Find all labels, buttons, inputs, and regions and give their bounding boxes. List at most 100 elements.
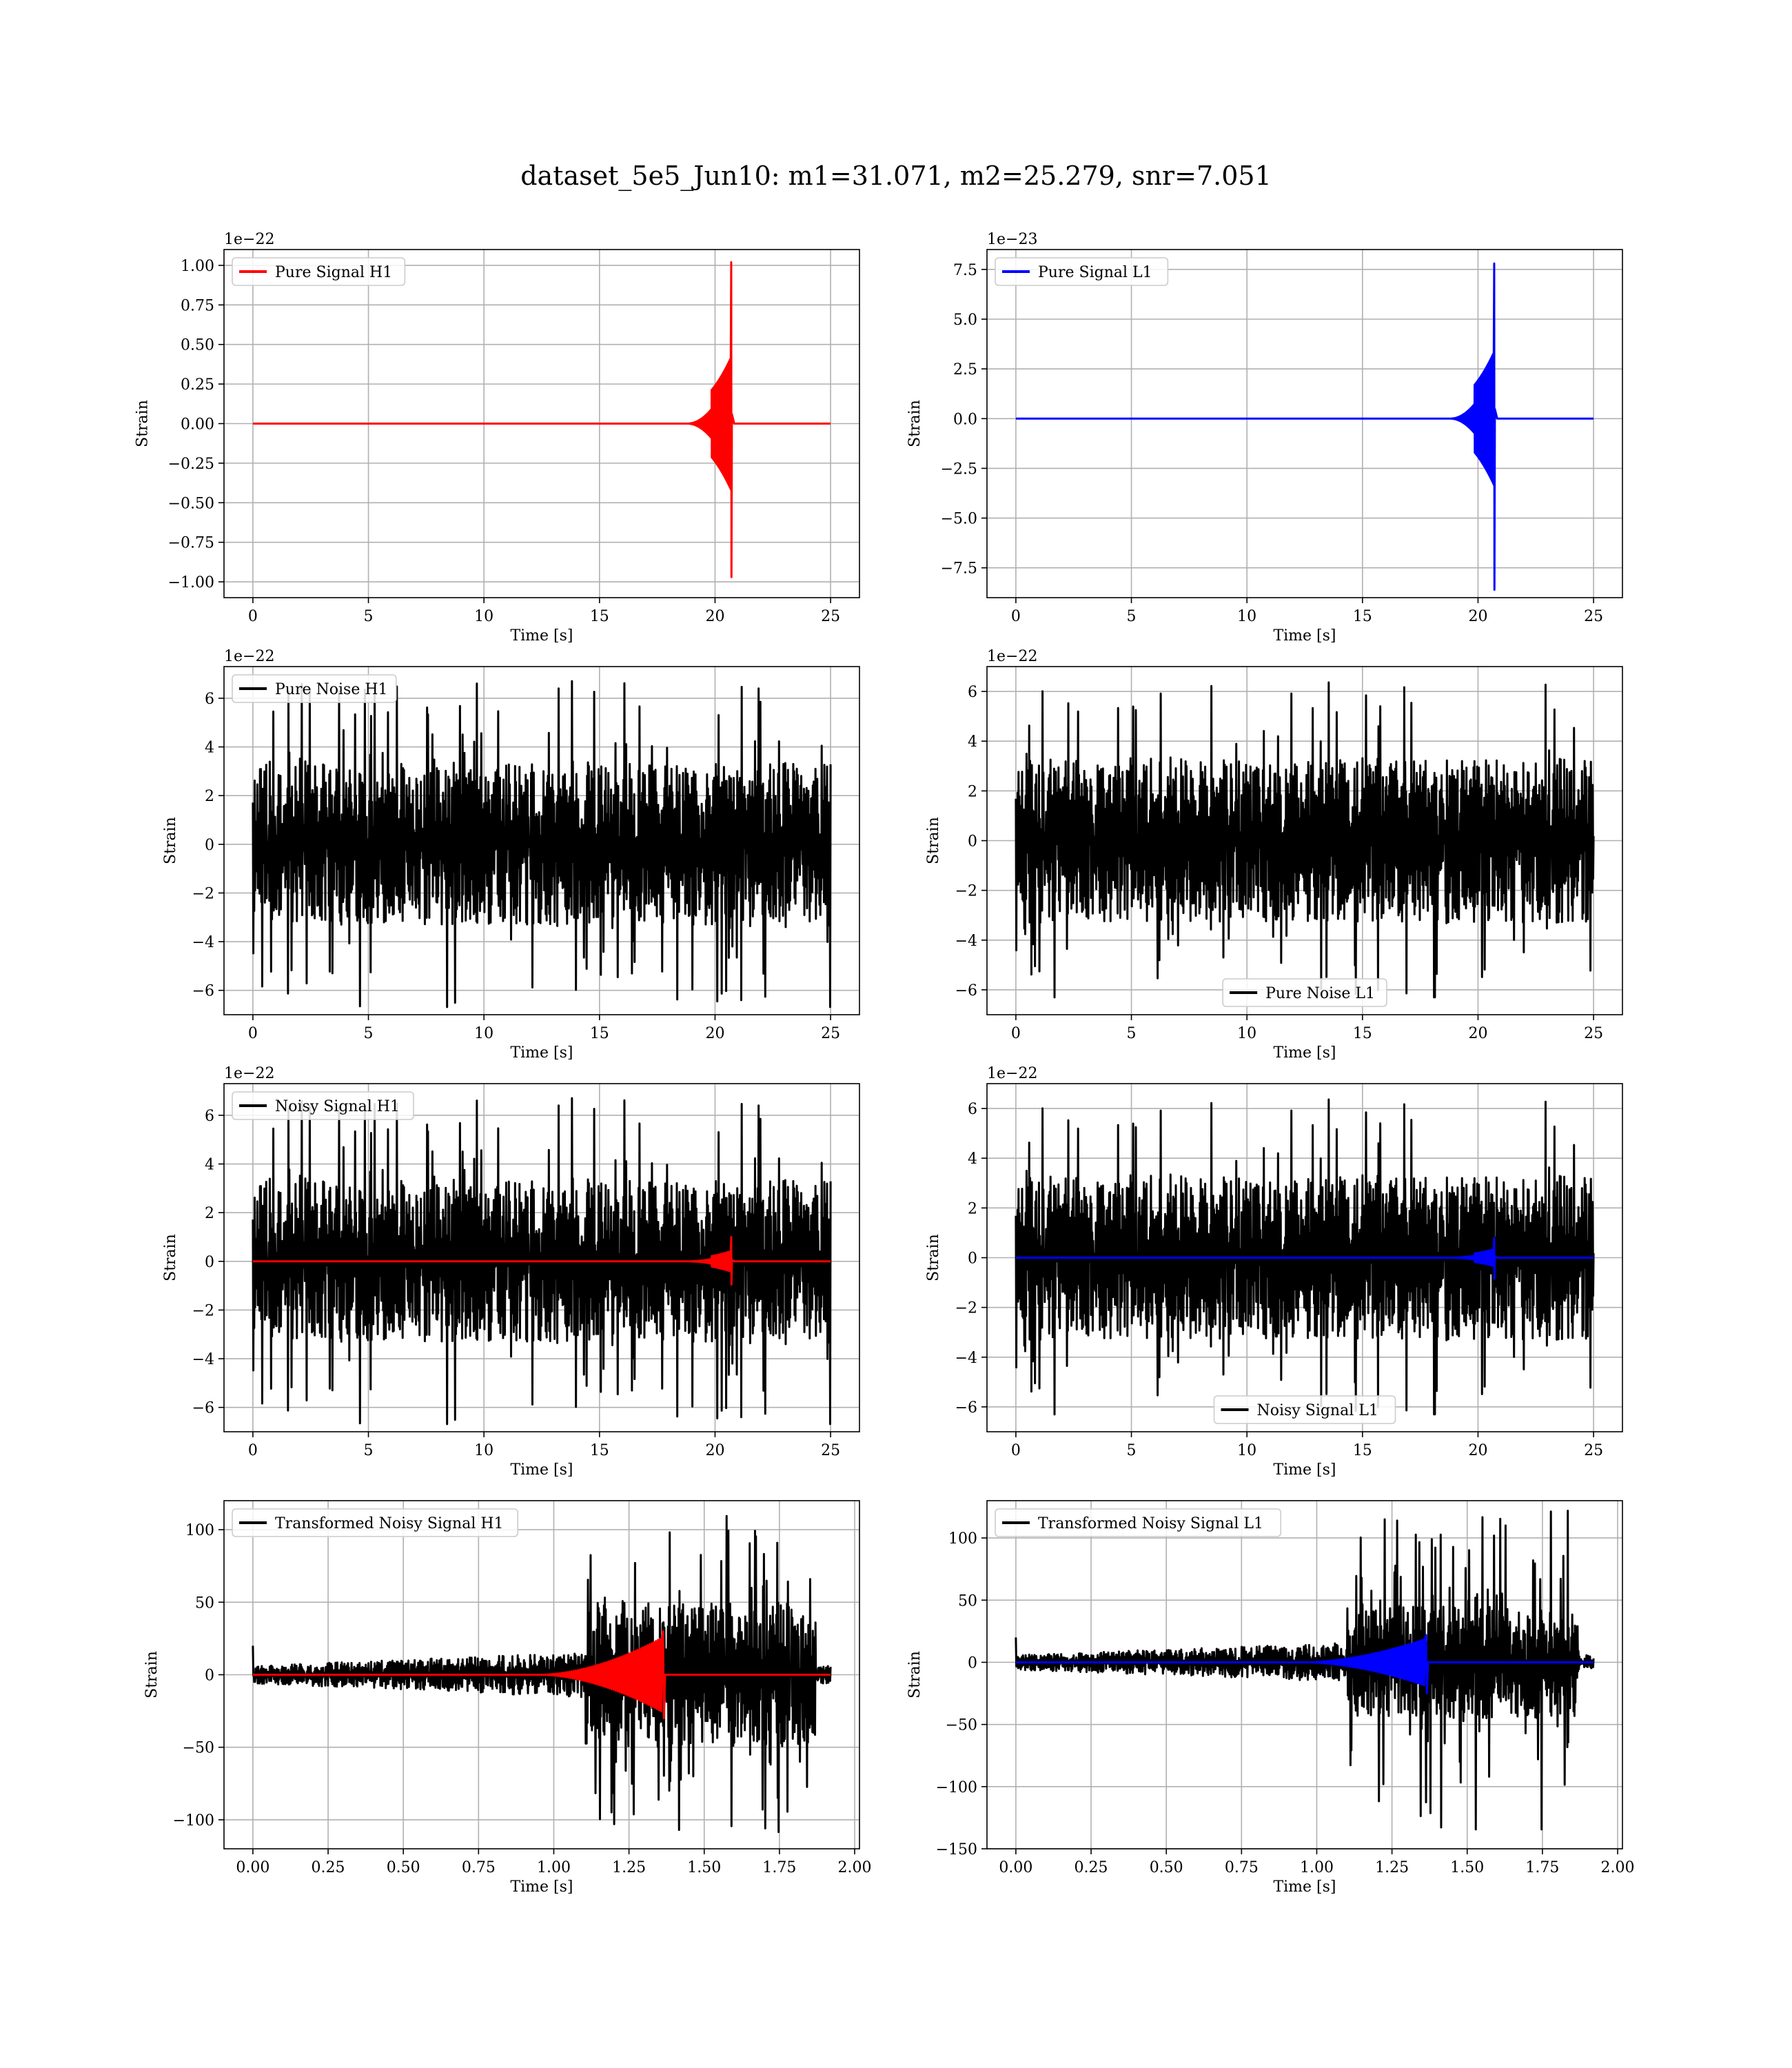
axes-frame (223, 1083, 860, 1432)
x-tick-label: 25 (1584, 1025, 1603, 1042)
x-tick-label: 1.25 (612, 1859, 646, 1876)
y-tick-label: −2.5 (941, 460, 977, 478)
series-line-1 (252, 1514, 832, 1834)
y-tick-label: −7.5 (941, 560, 977, 578)
y-tick-label: −4 (192, 1351, 214, 1368)
y-tick-label: −5.0 (941, 511, 977, 528)
y-tick-label: 0 (205, 1667, 214, 1685)
y-tick-label: 0 (205, 837, 214, 854)
x-tick-label: 10 (474, 1025, 493, 1042)
chart-panel-3: 0 5 10 15 20 25 −6 −4 −2 0 2 4 6 Time [s] Strain 1e−22P… (162, 648, 860, 1062)
y-tick-label: 0.00 (181, 416, 214, 434)
legend-box (1213, 1395, 1396, 1424)
y-tick-label: 50 (195, 1594, 214, 1612)
offset-label: 1e−22 (224, 648, 274, 665)
y-axis-label: Strain (925, 817, 942, 864)
y-tick-label: −0.75 (168, 535, 214, 552)
y-tick-label: −50 (946, 1717, 977, 1734)
y-tick-label: 0.0 (953, 411, 977, 428)
x-tick-label: 1.75 (762, 1859, 796, 1876)
legend-box (232, 1508, 519, 1537)
legend: Noisy Signal H1 (232, 1091, 414, 1120)
y-tick-label: 0 (968, 1250, 977, 1268)
x-tick-label: 0 (1011, 608, 1021, 625)
y-tick-label: 4 (968, 733, 977, 751)
legend-label: Pure Signal H1 (275, 264, 392, 281)
x-tick-label: 0 (248, 608, 258, 625)
axes-frame (986, 249, 1623, 598)
y-tick-label: −4 (955, 933, 977, 950)
legend-label: Pure Signal L1 (1038, 264, 1152, 281)
x-tick-label: 5 (1127, 1025, 1137, 1042)
axes-frame (986, 1500, 1623, 1849)
y-tick-label: 6 (205, 1108, 214, 1125)
legend: Pure Noise L1 (1222, 978, 1387, 1007)
series-group (1015, 1510, 1595, 1831)
x-axis-label: Time [s] (510, 627, 573, 645)
x-tick-label: 15 (1353, 608, 1372, 625)
offset-label: 1e−22 (224, 1065, 274, 1082)
x-tick-label: 25 (821, 1025, 840, 1042)
chart-panel-4: 0 5 10 15 20 25 −6 −4 −2 0 2 4 6 Time [s] Strain 1e−22 P… (925, 648, 1623, 1062)
legend-label: Pure Noise L1 (1265, 985, 1375, 1002)
x-tick-label: 20 (705, 1442, 724, 1459)
x-tick-label: 5 (364, 608, 374, 625)
y-tick-label: 4 (205, 740, 214, 757)
series-group (1015, 262, 1594, 591)
y-tick-label: −4 (192, 934, 214, 951)
x-tick-label: 1.00 (537, 1859, 571, 1876)
y-tick-label: −2 (192, 885, 214, 902)
x-axis-label: Time [s] (1273, 1044, 1336, 1062)
legend-box (1222, 978, 1387, 1007)
legend-box (232, 674, 397, 703)
y-tick-label: 100 (185, 1522, 214, 1539)
series-group (252, 261, 831, 578)
x-tick-label: 15 (1353, 1442, 1372, 1459)
x-tick-label: 5 (1127, 608, 1137, 625)
x-tick-label: 1.25 (1375, 1859, 1409, 1876)
y-tick-label: 4 (205, 1157, 214, 1174)
x-tick-label: 0.50 (387, 1859, 420, 1876)
x-tick-label: 20 (705, 608, 724, 625)
y-tick-label: −2 (192, 1302, 214, 1319)
y-axis-label: Strain (906, 400, 924, 447)
offset-label: 1e−22 (987, 1065, 1037, 1082)
y-tick-label: 0.50 (181, 337, 214, 354)
x-tick-label: 25 (1584, 608, 1603, 625)
y-tick-label: 6 (205, 691, 214, 708)
x-tick-label: 1.00 (1300, 1859, 1334, 1876)
x-axis-label: Time [s] (510, 1461, 573, 1479)
series-line-1 (1015, 1098, 1595, 1416)
x-axis-label: Time [s] (1273, 1878, 1336, 1896)
y-tick-label: 2 (205, 1205, 214, 1222)
y-axis-label: Strain (925, 1234, 942, 1281)
figure-title: dataset_5e5_Jun10: m1=31.071, m2=25.279,… (520, 161, 1272, 192)
x-tick-label: 10 (1237, 608, 1256, 625)
x-axis-label: Time [s] (1273, 627, 1336, 645)
x-axis-label: Time [s] (1273, 1461, 1336, 1479)
y-tick-label: 5.0 (953, 312, 977, 329)
series-line-1 (252, 261, 831, 578)
y-tick-label: 2 (968, 1200, 977, 1217)
legend: Transformed Noisy Signal L1 (995, 1508, 1282, 1537)
legend-label: Transformed Noisy Signal H1 (275, 1515, 504, 1532)
series-line-1 (1015, 262, 1594, 591)
x-tick-label: 5 (364, 1025, 374, 1042)
y-tick-label: 1.00 (181, 258, 214, 275)
y-tick-label: 2.5 (953, 361, 977, 378)
legend-label: Noisy Signal L1 (1257, 1402, 1378, 1419)
y-tick-label: −4 (955, 1350, 977, 1367)
y-axis-label: Strain (134, 400, 152, 447)
x-tick-label: 15 (1353, 1025, 1372, 1042)
y-tick-label: 7.5 (953, 262, 977, 279)
x-axis-label: Time [s] (510, 1044, 573, 1062)
chart-panel-7: 0.00 0.25 0.50 0.75 1.00 1.25 1.50 1.75 2.00 −100… (143, 1500, 872, 1896)
y-tick-label: −100 (173, 1812, 214, 1829)
x-tick-label: 0.00 (999, 1859, 1032, 1876)
y-axis-label: Strain (162, 1234, 179, 1281)
x-tick-label: 20 (1468, 608, 1487, 625)
legend: Pure Signal L1 (995, 257, 1169, 286)
x-tick-label: 25 (821, 608, 840, 625)
legend-box (995, 1508, 1282, 1537)
